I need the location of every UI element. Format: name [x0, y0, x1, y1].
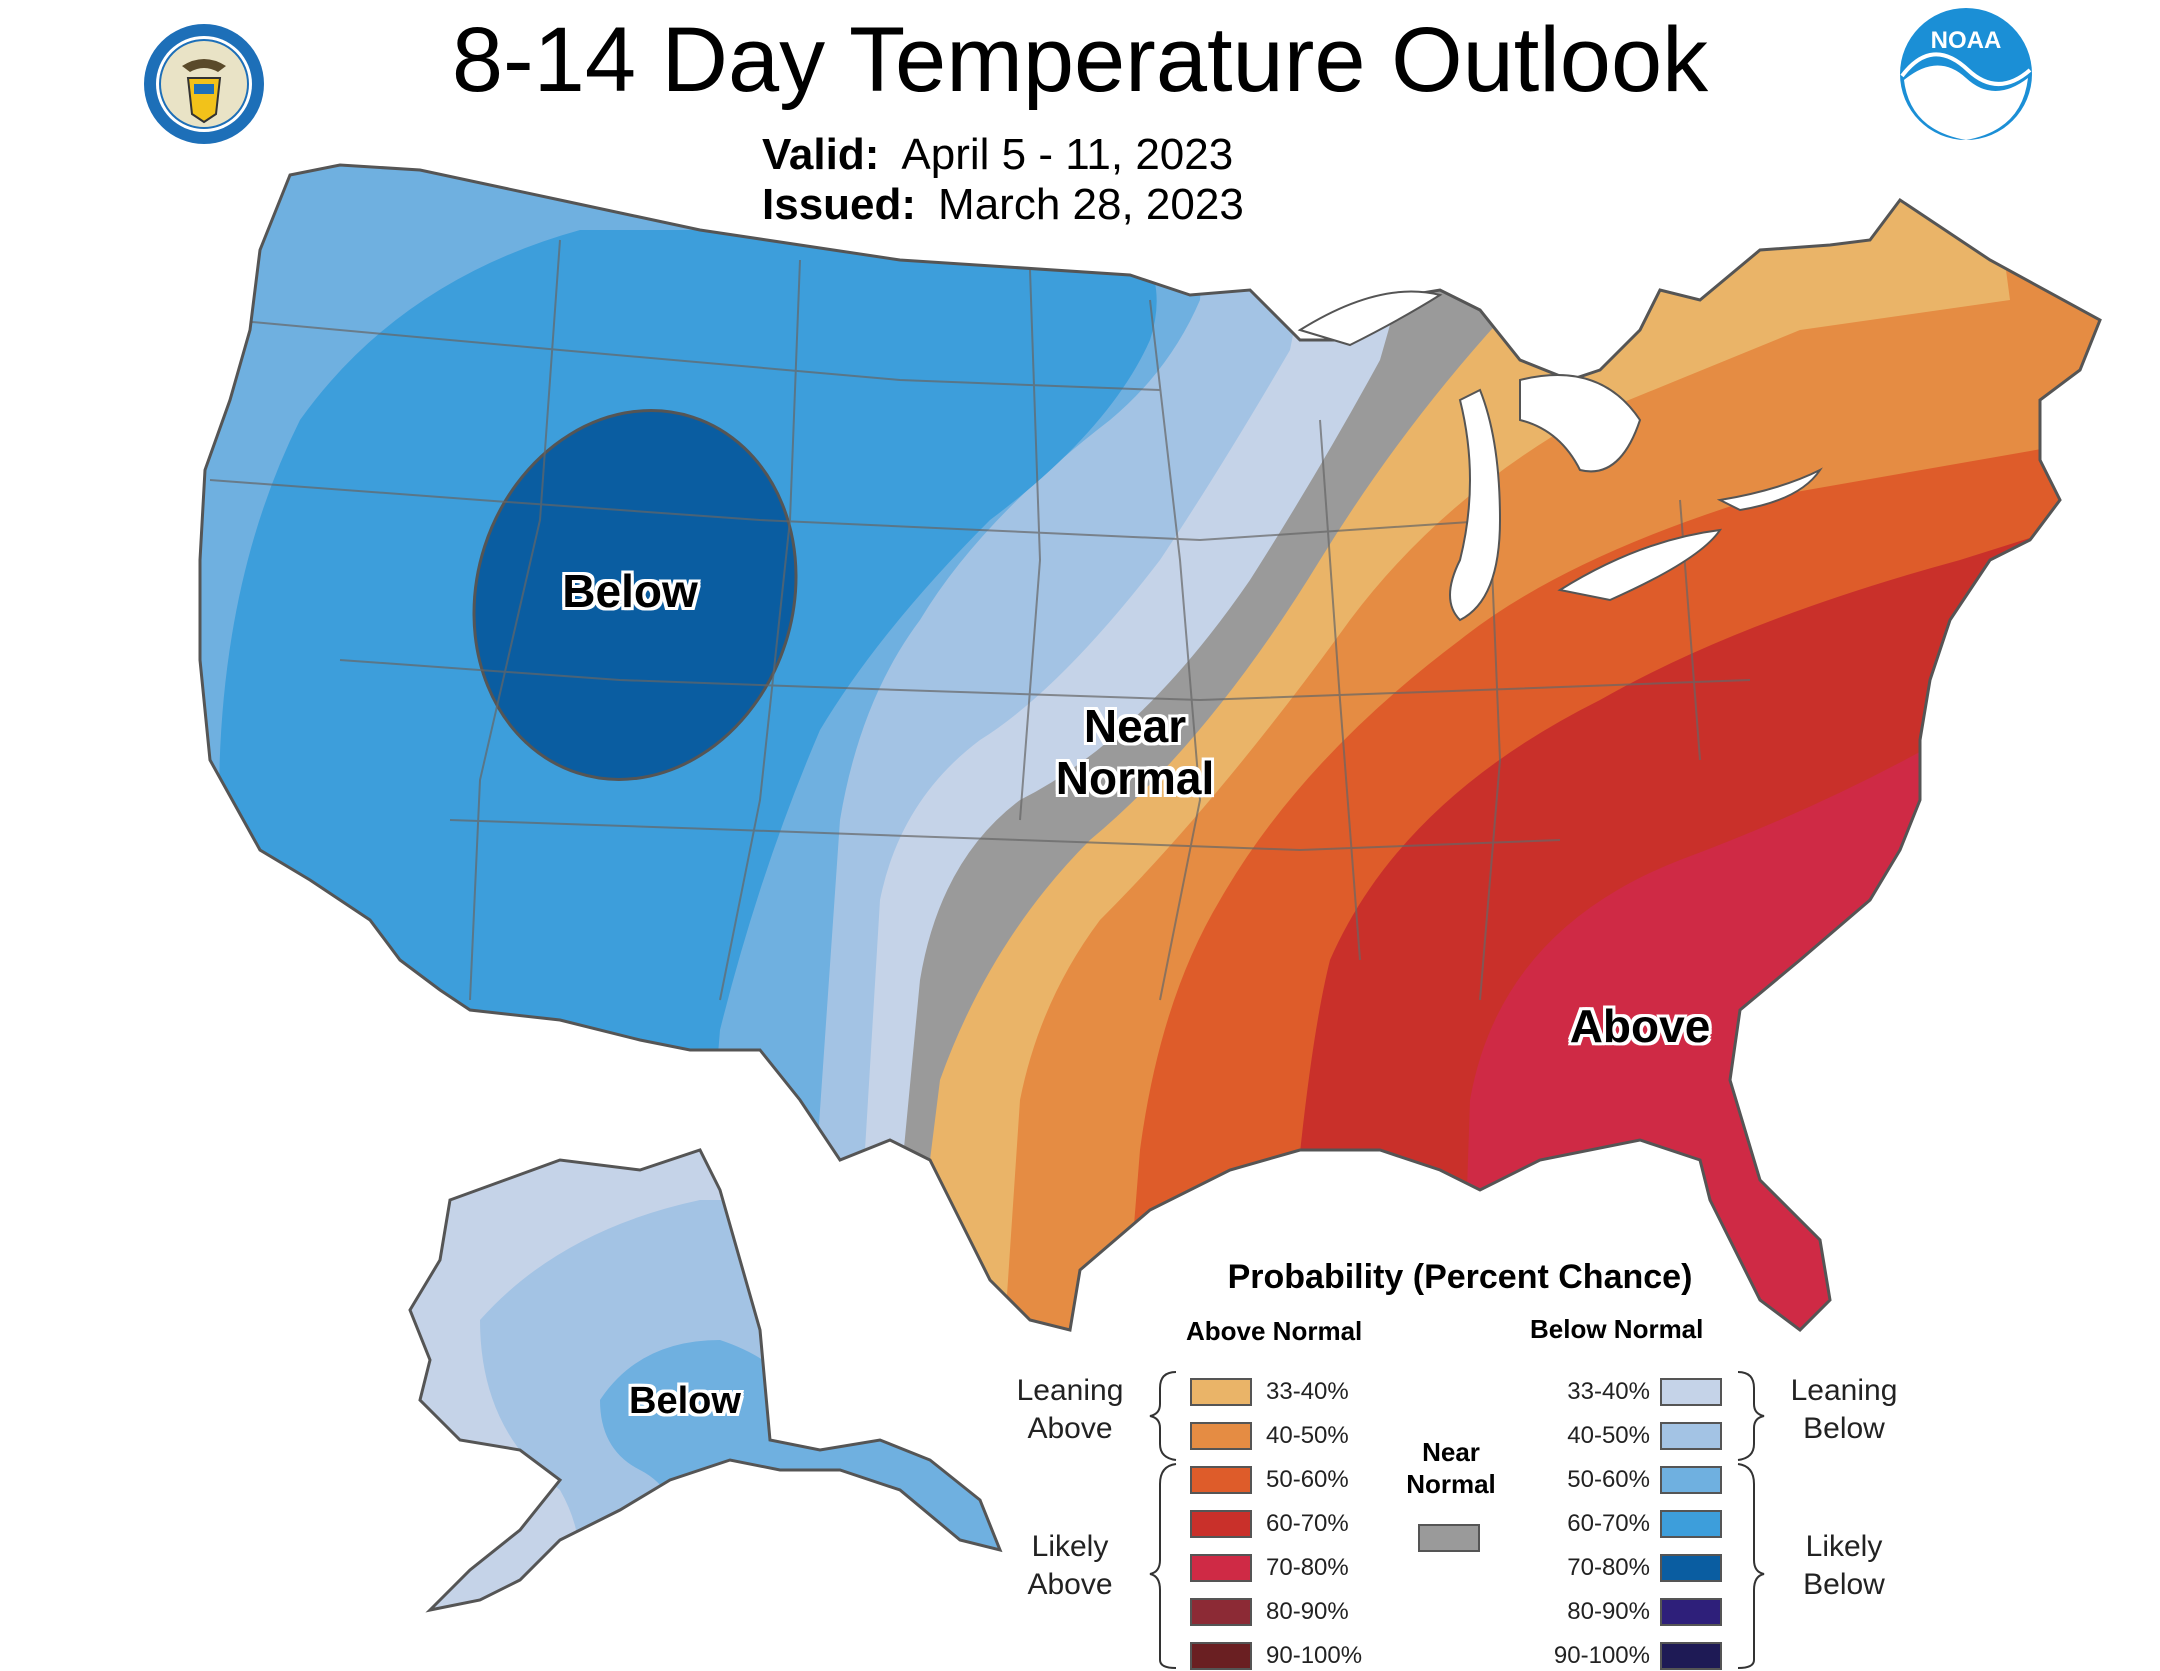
valid-label: Valid: [762, 130, 880, 179]
issued-label: Issued: [762, 180, 917, 229]
above-swatch-1 [1190, 1422, 1252, 1450]
above-swatch-0 [1190, 1378, 1252, 1406]
above-label-3: 60-70% [1266, 1510, 1349, 1537]
brace-leaning-above [1149, 1371, 1177, 1461]
above-label-1: 40-50% [1266, 1422, 1349, 1449]
legend-title: Probability (Percent Chance) [1227, 1258, 1693, 1296]
above-swatch-2 [1190, 1466, 1252, 1494]
below-label-5: 80-90% [1567, 1598, 1650, 1625]
legend-leaning-below: Leaning Below [1790, 1374, 1898, 1445]
label-below-west: Below [562, 565, 698, 617]
above-label-5: 80-90% [1266, 1598, 1349, 1625]
noaa-logo-icon: NOAA [1900, 8, 2032, 140]
above-label-6: 90-100% [1266, 1642, 1363, 1669]
below-swatch-3 [1660, 1510, 1722, 1538]
below-swatch-2 [1660, 1466, 1722, 1494]
legend-above-head: Above Normal [1186, 1316, 1363, 1346]
below-swatch-1 [1660, 1422, 1722, 1450]
above-swatch-5 [1190, 1598, 1252, 1626]
label-above-east: Above [1569, 1000, 1711, 1052]
valid-value: April 5 - 11, 2023 [901, 130, 1234, 179]
below-swatch-6 [1660, 1642, 1722, 1670]
map-title: 8-14 Day Temperature Outlook [451, 9, 1709, 111]
above-swatch-3 [1190, 1510, 1252, 1538]
below-swatch-0 [1660, 1378, 1722, 1406]
legend-likely-below: Likely Below [1803, 1530, 1885, 1601]
brace-likely-below [1737, 1463, 1765, 1669]
below-label-6: 90-100% [1553, 1642, 1650, 1669]
label-below-alaska: Below [629, 1380, 741, 1422]
below-label-2: 50-60% [1567, 1466, 1650, 1493]
below-swatch-5 [1660, 1598, 1722, 1626]
legend-leaning-above: Leaning Above [1016, 1374, 1124, 1445]
valid-dates: Valid: April 5 - 11, 2023 [762, 130, 1233, 180]
great-lakes [1297, 290, 1823, 622]
below-label-0: 33-40% [1567, 1378, 1650, 1405]
brace-leaning-below [1737, 1371, 1765, 1461]
alaska-outline [408, 1148, 1003, 1613]
issued-value: March 28, 2023 [938, 180, 1244, 229]
above-label-2: 50-60% [1266, 1466, 1349, 1493]
noaa-text: NOAA [1931, 27, 2002, 54]
below-swatch-4 [1660, 1554, 1722, 1582]
legend-below-head: Below Normal [1530, 1314, 1704, 1344]
below-label-1: 40-50% [1567, 1422, 1650, 1449]
legend-near-normal-swatch [1418, 1524, 1480, 1552]
conus-outline [198, 163, 2102, 1332]
issued-date: Issued: March 28, 2023 [762, 180, 1244, 230]
label-near-normal: Near Normal [1055, 700, 1215, 804]
below-label-3: 60-70% [1567, 1510, 1650, 1537]
above-label-0: 33-40% [1266, 1378, 1349, 1405]
legend-near-normal-label: Near Normal [1406, 1437, 1496, 1499]
state-boundaries [209, 239, 1751, 1001]
brace-likely-above [1149, 1463, 1177, 1669]
below-label-4: 70-80% [1567, 1554, 1650, 1581]
legend-likely-above: Likely Above [1027, 1530, 1113, 1601]
band-below-70-80 [472, 409, 798, 781]
doc-seal-icon [144, 24, 264, 144]
above-swatch-4 [1190, 1554, 1252, 1582]
above-label-4: 70-80% [1266, 1554, 1349, 1581]
above-swatch-6 [1190, 1642, 1252, 1670]
